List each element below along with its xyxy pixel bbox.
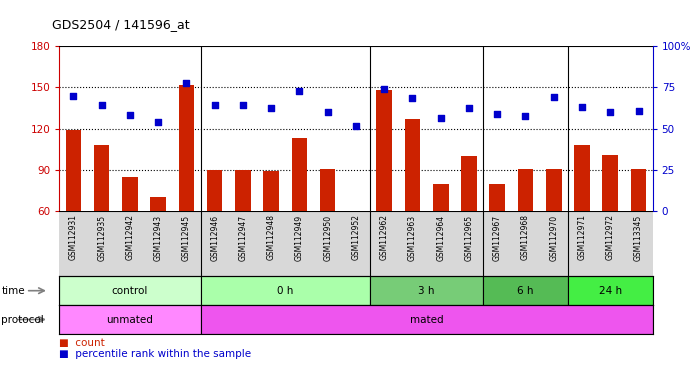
Bar — [631, 169, 646, 211]
Text: GSM112968: GSM112968 — [521, 214, 530, 260]
Bar — [122, 177, 138, 211]
Bar — [200, 276, 370, 305]
Bar — [320, 169, 336, 211]
Text: GSM112948: GSM112948 — [267, 214, 276, 260]
Bar — [433, 184, 449, 211]
Text: GSM112971: GSM112971 — [577, 214, 586, 260]
Text: GSM112972: GSM112972 — [606, 214, 615, 260]
Bar — [179, 84, 194, 211]
Point — [322, 109, 334, 115]
Bar — [292, 138, 307, 211]
Bar — [405, 119, 420, 211]
Text: GSM112962: GSM112962 — [380, 214, 389, 260]
Bar — [59, 276, 200, 305]
Text: GSM113345: GSM113345 — [634, 214, 643, 261]
Point — [153, 119, 164, 125]
Bar — [574, 145, 590, 211]
Point — [96, 102, 107, 108]
Point — [520, 113, 531, 119]
Text: ■  count: ■ count — [59, 338, 105, 348]
Bar — [376, 90, 392, 211]
Point — [407, 95, 418, 101]
Text: GSM112952: GSM112952 — [352, 214, 360, 260]
Text: GSM112943: GSM112943 — [154, 214, 163, 261]
Point — [435, 114, 446, 121]
Text: GSM112942: GSM112942 — [126, 214, 135, 260]
Bar — [602, 155, 618, 211]
Text: 3 h: 3 h — [418, 286, 435, 296]
Text: GSM112964: GSM112964 — [436, 214, 445, 261]
Point — [209, 102, 221, 108]
Bar — [483, 276, 568, 305]
Bar — [207, 170, 223, 211]
Bar — [94, 145, 110, 211]
Text: mated: mated — [410, 314, 443, 325]
Point — [68, 93, 79, 99]
Point — [124, 112, 135, 118]
Text: unmated: unmated — [107, 314, 154, 325]
Text: GDS2504 / 141596_at: GDS2504 / 141596_at — [52, 18, 190, 31]
Text: GSM112946: GSM112946 — [210, 214, 219, 261]
Bar — [370, 276, 483, 305]
Point — [266, 105, 277, 111]
Bar — [151, 197, 166, 211]
Bar — [546, 169, 561, 211]
Text: GSM112970: GSM112970 — [549, 214, 558, 261]
Point — [350, 123, 362, 129]
Point — [633, 108, 644, 114]
Text: control: control — [112, 286, 148, 296]
Text: GSM112950: GSM112950 — [323, 214, 332, 261]
Text: GSM112949: GSM112949 — [295, 214, 304, 261]
Text: GSM112967: GSM112967 — [493, 214, 502, 261]
Bar — [518, 169, 533, 211]
Text: GSM112935: GSM112935 — [97, 214, 106, 261]
Text: GSM112963: GSM112963 — [408, 214, 417, 261]
Point — [237, 102, 248, 108]
Bar — [66, 130, 81, 211]
Point — [294, 88, 305, 94]
Text: GSM112965: GSM112965 — [464, 214, 473, 261]
Bar — [489, 184, 505, 211]
Point — [463, 105, 475, 111]
Text: 24 h: 24 h — [599, 286, 622, 296]
Text: GSM112945: GSM112945 — [182, 214, 191, 261]
Text: GSM112931: GSM112931 — [69, 214, 78, 260]
Text: protocol: protocol — [1, 314, 44, 325]
Text: GSM112947: GSM112947 — [239, 214, 248, 261]
Point — [604, 109, 616, 115]
Point — [378, 86, 389, 92]
Bar — [200, 305, 653, 334]
Bar — [461, 156, 477, 211]
Bar — [263, 171, 279, 211]
Bar — [59, 305, 200, 334]
Point — [181, 80, 192, 86]
Bar — [568, 276, 653, 305]
Point — [577, 104, 588, 110]
Point — [548, 94, 559, 100]
Point — [491, 111, 503, 117]
Bar — [235, 170, 251, 211]
Text: 0 h: 0 h — [277, 286, 294, 296]
Text: time: time — [1, 286, 25, 296]
Text: 6 h: 6 h — [517, 286, 534, 296]
Text: ■  percentile rank within the sample: ■ percentile rank within the sample — [59, 349, 251, 359]
